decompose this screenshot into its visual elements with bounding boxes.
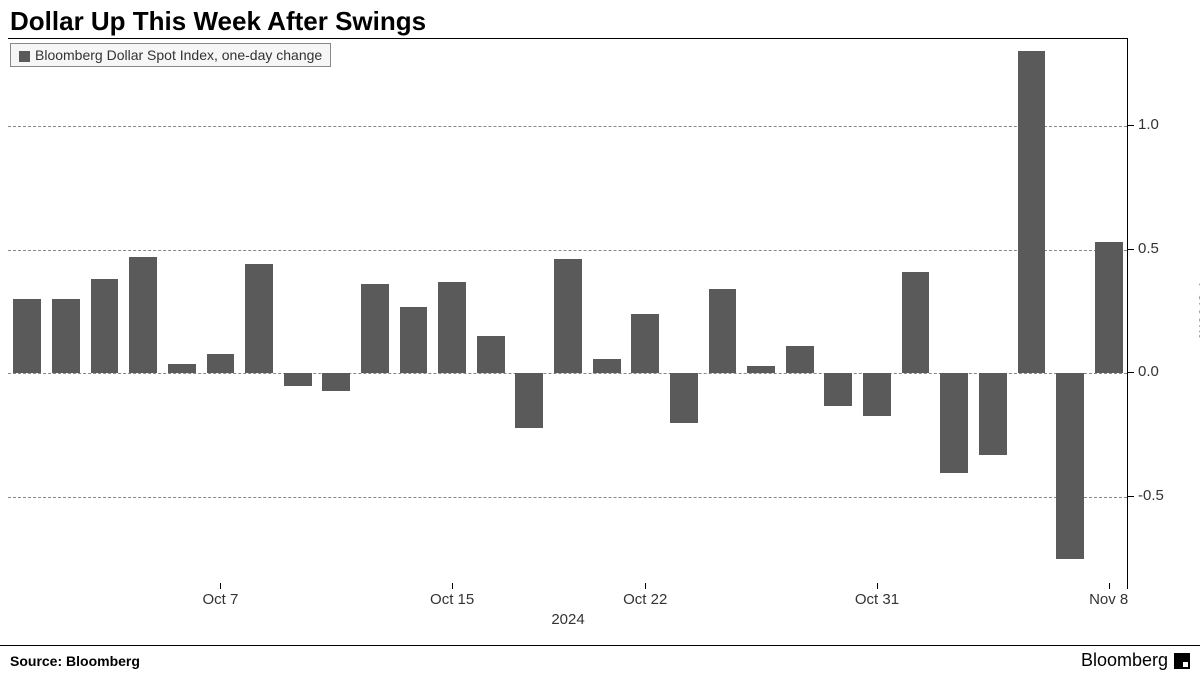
bar (477, 336, 505, 373)
y-tick-mark (1128, 249, 1134, 250)
bar (709, 289, 737, 373)
bar (670, 373, 698, 423)
axis-line (1127, 38, 1128, 589)
bar (515, 373, 543, 428)
bar (940, 373, 968, 472)
x-axis-year: 2024 (551, 611, 584, 628)
bar (13, 299, 41, 373)
y-tick-label: 0.0 (1138, 363, 1159, 380)
bar (361, 284, 389, 373)
bar (902, 272, 930, 374)
chart-area (8, 38, 1128, 583)
bar (1095, 242, 1123, 373)
bar (284, 373, 312, 385)
x-tick-label: Oct 31 (855, 591, 899, 608)
y-tick-label: 1.0 (1138, 116, 1159, 133)
bar (129, 257, 157, 373)
bar (979, 373, 1007, 455)
bar (52, 299, 80, 373)
x-tick-mark (1109, 583, 1110, 589)
bar (747, 366, 775, 373)
bar (786, 346, 814, 373)
bar (207, 354, 235, 374)
y-tick-mark (1128, 125, 1134, 126)
brand-icon (1174, 653, 1190, 669)
x-tick-mark (452, 583, 453, 589)
gridline (8, 250, 1127, 251)
bar (1018, 51, 1046, 373)
y-tick-label: 0.5 (1138, 240, 1159, 257)
bar (438, 282, 466, 374)
bar (863, 373, 891, 415)
gridline (8, 126, 1127, 127)
brand: Bloomberg (1081, 650, 1190, 671)
x-tick-label: Oct 7 (202, 591, 238, 608)
x-tick-mark (645, 583, 646, 589)
y-tick-label: -0.5 (1138, 487, 1164, 504)
bar (631, 314, 659, 373)
x-tick-mark (877, 583, 878, 589)
x-tick-label: Oct 15 (430, 591, 474, 608)
chart-title: Dollar Up This Week After Swings (0, 0, 1200, 39)
footer: Source: Bloomberg Bloomberg (0, 645, 1200, 675)
brand-text: Bloomberg (1081, 650, 1168, 671)
y-axis-title: Percent (1195, 282, 1200, 337)
bar (554, 259, 582, 373)
x-tick-label: Nov 8 (1089, 591, 1128, 608)
bar (168, 364, 196, 374)
x-tick-label: Oct 22 (623, 591, 667, 608)
y-tick-mark (1128, 372, 1134, 373)
source-text: Source: Bloomberg (10, 653, 140, 669)
y-tick-mark (1128, 496, 1134, 497)
plot-area (8, 39, 1127, 583)
bar (322, 373, 350, 390)
bar (1056, 373, 1084, 559)
gridline (8, 497, 1127, 498)
bar (91, 279, 119, 373)
bar (824, 373, 852, 405)
bar (593, 359, 621, 374)
bar (400, 307, 428, 374)
x-tick-mark (220, 583, 221, 589)
bar (245, 264, 273, 373)
